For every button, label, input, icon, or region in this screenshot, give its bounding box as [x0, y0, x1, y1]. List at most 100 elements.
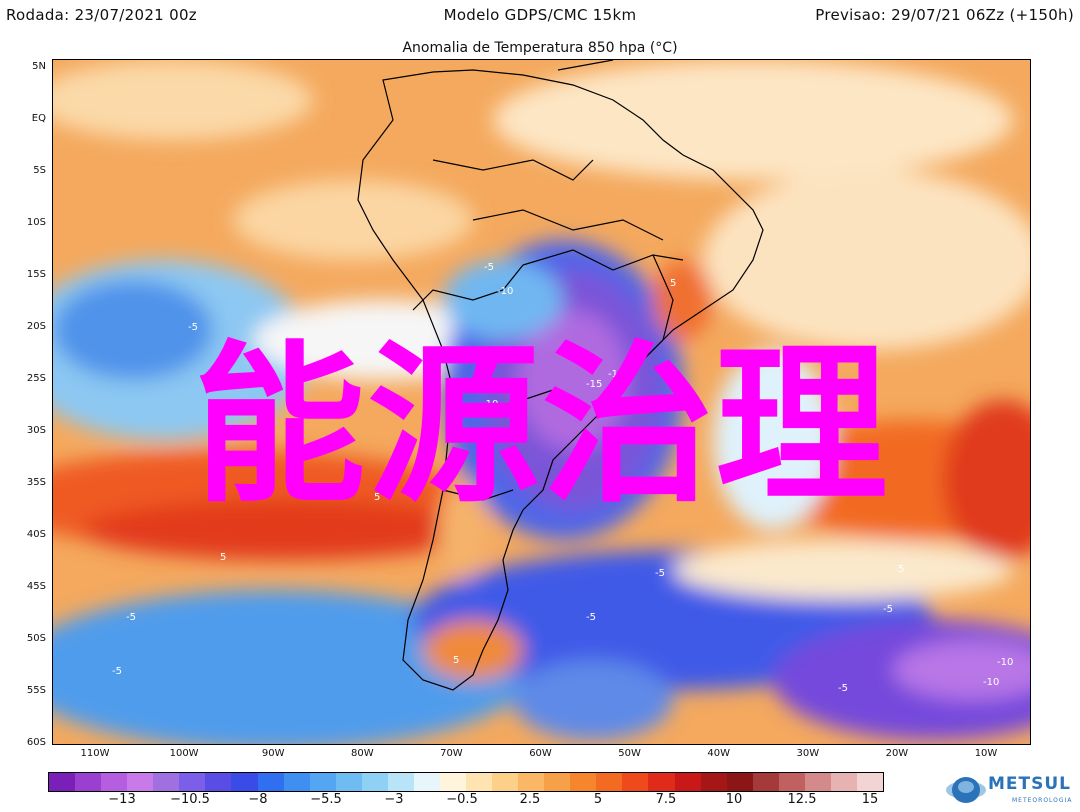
contour-label: 5	[453, 655, 460, 666]
colorbar-tick-label: −3	[384, 792, 404, 807]
latitude-label: 5N	[32, 61, 46, 72]
longitude-label: 100W	[169, 748, 199, 759]
temperature-anomaly-map	[52, 59, 1031, 745]
colorbar-tick-label: −13	[108, 792, 136, 807]
colorbar	[48, 772, 884, 792]
run-date-label: Rodada: 23/07/2021 00z	[6, 6, 197, 24]
colorbar-swatch	[856, 773, 883, 791]
contour-label: 5	[670, 278, 677, 289]
colorbar-swatch	[622, 773, 649, 791]
colorbar-swatch	[674, 773, 701, 791]
contour-label: -15	[586, 379, 603, 390]
latitude-label: 25S	[26, 373, 46, 384]
colorbar-swatch	[700, 773, 727, 791]
colorbar-swatch	[804, 773, 831, 791]
colorbar-tick-label: 2.5	[519, 792, 541, 807]
colorbar-swatch	[101, 773, 128, 791]
colorbar-tick-label: 15	[861, 792, 879, 807]
colorbar-swatch	[75, 773, 102, 791]
longitude-label: 90W	[261, 748, 285, 759]
longitude-label: 20W	[885, 748, 909, 759]
colorbar-swatch	[335, 773, 362, 791]
latitude-label: EQ	[31, 113, 46, 124]
contour-label: 5	[898, 564, 905, 575]
latitude-label: 15S	[26, 269, 46, 280]
longitude-label: 70W	[440, 748, 463, 759]
colorbar-swatch	[309, 773, 336, 791]
longitude-label: 50W	[618, 748, 641, 759]
colorbar-tick-label: −0.5	[446, 792, 478, 807]
contour-label: -5	[883, 604, 893, 615]
logo-subtitle: METEOROLOGIA	[1012, 797, 1073, 804]
colorbar-tick-label: 5	[593, 792, 603, 807]
contour-label: -5	[838, 683, 848, 694]
colorbar-swatch	[648, 773, 675, 791]
colorbar-swatch	[387, 773, 414, 791]
contour-label: -10	[983, 677, 1000, 688]
anomaly-field	[53, 60, 1030, 744]
longitude-label: 40W	[707, 748, 730, 759]
colorbar-swatch	[830, 773, 857, 791]
colorbar-swatch	[518, 773, 545, 791]
colorbar-swatch	[778, 773, 805, 791]
latitude-label: 5S	[33, 165, 46, 176]
contour-label: -5	[126, 612, 136, 623]
latitude-label: 45S	[26, 581, 46, 592]
colorbar-swatch	[257, 773, 284, 791]
colorbar-swatch	[726, 773, 753, 791]
colorbar-swatch	[361, 773, 388, 791]
contour-label: -10	[608, 369, 625, 380]
contour-label: -5	[655, 568, 665, 579]
longitude-label: 80W	[350, 748, 374, 759]
colorbar-swatch	[49, 773, 76, 791]
colorbar-swatch	[570, 773, 597, 791]
forecast-time-label: Previsao: 29/07/21 06Zz (+150h)	[815, 6, 1074, 24]
contour-label: -10	[497, 286, 514, 297]
colorbar-swatch	[596, 773, 623, 791]
longitude-label: 110W	[80, 748, 110, 759]
colorbar-swatch	[439, 773, 466, 791]
colorbar-swatch	[283, 773, 310, 791]
contour-label: 5	[820, 450, 827, 461]
longitude-label: 60W	[529, 748, 552, 759]
latitude-label: 60S	[26, 737, 46, 748]
latitude-label: 35S	[26, 477, 46, 488]
latitude-label: 30S	[26, 425, 46, 436]
colorbar-swatch	[205, 773, 232, 791]
contour-label: 5	[374, 492, 381, 503]
colorbar-swatch	[544, 773, 571, 791]
metsul-logo	[938, 772, 1078, 808]
colorbar-swatch	[413, 773, 440, 791]
colorbar-tick-label: −5.5	[310, 792, 342, 807]
contour-label: -10	[997, 657, 1014, 668]
globe-icon	[946, 777, 986, 803]
contour-label: -5	[484, 262, 494, 273]
watermark-overlay-text: 能源治理	[193, 325, 890, 526]
longitude-label: 30W	[796, 748, 820, 759]
model-name-label: Modelo GDPS/CMC 15km	[443, 6, 637, 24]
colorbar-swatch	[127, 773, 154, 791]
map-title: Anomalia de Temperatura 850 hpa (°C)	[402, 40, 678, 56]
colorbar-tick-label: 10	[725, 792, 743, 807]
coastline	[357, 60, 764, 691]
colorbar-swatch	[466, 773, 493, 791]
colorbar-swatch	[153, 773, 180, 791]
contour-label: -5	[586, 612, 596, 623]
latitude-label: 55S	[26, 685, 46, 696]
colorbar-swatch	[752, 773, 779, 791]
contour-label: 5	[220, 552, 227, 563]
contour-label: -5	[112, 666, 122, 677]
logo-name: METSUL	[988, 774, 1072, 794]
colorbar-tick-label: −10.5	[170, 792, 210, 807]
latitude-label: 20S	[26, 321, 46, 332]
colorbar-tick-label: 7.5	[655, 792, 677, 807]
latitude-label: 40S	[26, 529, 46, 540]
colorbar-tick-label: 12.5	[787, 792, 817, 807]
latitude-label: 10S	[26, 217, 46, 228]
colorbar-tick-label: −8	[248, 792, 268, 807]
colorbar-swatch	[492, 773, 519, 791]
latitude-label: 50S	[26, 633, 46, 644]
colorbar-swatch	[179, 773, 206, 791]
colorbar-swatch	[231, 773, 258, 791]
contour-label: -5	[188, 322, 198, 333]
